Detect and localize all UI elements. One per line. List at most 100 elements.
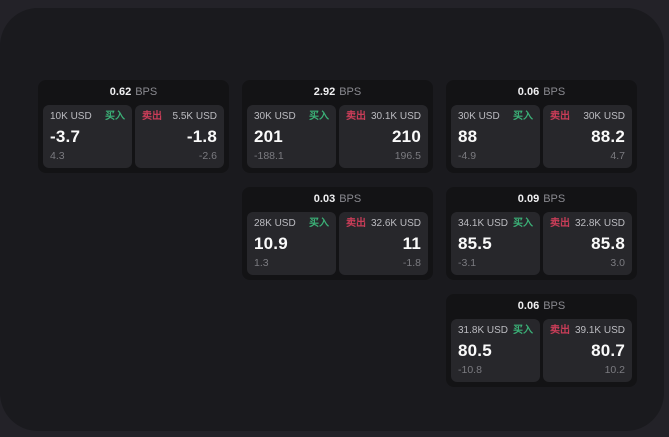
sell-quote-tile[interactable]: 卖出 32.6K USD 11 -1.8 <box>339 212 428 275</box>
quote-card: 2.92 BPS 30K USD 买入 201 -188.1 卖出 30.1K … <box>242 80 433 173</box>
sell-secondary-value: 3.0 <box>610 257 625 270</box>
spread-unit: BPS <box>543 300 566 312</box>
buy-side-label: 买入 <box>309 218 329 229</box>
buy-quote-tile[interactable]: 28K USD 买入 10.9 1.3 <box>247 212 336 275</box>
buy-quote-tile[interactable]: 34.1K USD 买入 85.5 -3.1 <box>451 212 540 275</box>
spread-value: 2.92 <box>313 86 336 98</box>
quote-tiles: 34.1K USD 买入 85.5 -3.1 卖出 32.8K USD 85.8… <box>451 212 632 275</box>
spread-header: 0.62 BPS <box>43 80 224 105</box>
sell-price: 88.2 <box>591 126 625 146</box>
sell-amount: 30.1K USD <box>370 111 421 122</box>
sell-price: 210 <box>392 126 421 146</box>
spread-header: 0.09 BPS <box>451 187 632 212</box>
sell-side-label: 卖出 <box>346 218 366 229</box>
sell-secondary-value: 4.7 <box>610 150 625 163</box>
buy-amount: 34.1K USD <box>458 218 509 229</box>
buy-secondary-value: 1.3 <box>254 257 269 270</box>
spread-unit: BPS <box>339 86 362 98</box>
buy-amount: 31.8K USD <box>458 325 509 336</box>
quote-tiles: 28K USD 买入 10.9 1.3 卖出 32.6K USD 11 -1.8 <box>247 212 428 275</box>
spread-value: 0.06 <box>517 300 540 312</box>
buy-side-label: 买入 <box>309 111 329 122</box>
spread-header: 2.92 BPS <box>247 80 428 105</box>
buy-tile-top: 34.1K USD 买入 <box>458 218 533 229</box>
spread-value: 0.03 <box>313 193 336 205</box>
sell-amount: 32.8K USD <box>574 218 625 229</box>
sell-secondary-value: 10.2 <box>604 364 625 377</box>
buy-side-label: 买入 <box>513 325 533 336</box>
buy-quote-tile[interactable]: 31.8K USD 买入 80.5 -10.8 <box>451 319 540 382</box>
sell-price: -1.8 <box>186 126 217 146</box>
buy-price: 88 <box>458 126 478 146</box>
sell-tile-top: 卖出 32.6K USD <box>346 218 421 229</box>
quote-tiles: 10K USD 买入 -3.7 4.3 卖出 5.5K USD -1.8 -2.… <box>43 105 224 168</box>
spread-unit: BPS <box>543 86 566 98</box>
buy-tile-top: 31.8K USD 买入 <box>458 325 533 336</box>
quote-tiles: 30K USD 买入 88 -4.9 卖出 30K USD 88.2 4.7 <box>451 105 632 168</box>
buy-amount: 28K USD <box>254 218 296 229</box>
sell-amount: 30K USD <box>583 111 625 122</box>
buy-quote-tile[interactable]: 30K USD 买入 201 -188.1 <box>247 105 336 168</box>
buy-amount: 10K USD <box>50 111 92 122</box>
sell-price: 85.8 <box>591 233 625 253</box>
buy-price: 201 <box>254 126 283 146</box>
quote-card: 0.09 BPS 34.1K USD 买入 85.5 -3.1 卖出 32.8K… <box>446 187 637 280</box>
sell-side-label: 卖出 <box>142 111 162 122</box>
sell-side-label: 卖出 <box>550 111 570 122</box>
spread-unit: BPS <box>339 193 362 205</box>
sell-secondary-value: 196.5 <box>394 150 421 163</box>
buy-price: -3.7 <box>50 126 81 146</box>
sell-tile-top: 卖出 30K USD <box>550 111 625 122</box>
sell-quote-tile[interactable]: 卖出 32.8K USD 85.8 3.0 <box>543 212 632 275</box>
buy-price: 85.5 <box>458 233 492 253</box>
sell-tile-top: 卖出 30.1K USD <box>346 111 421 122</box>
quote-card: 0.03 BPS 28K USD 买入 10.9 1.3 卖出 32.6K US… <box>242 187 433 280</box>
buy-tile-top: 10K USD 买入 <box>50 111 125 122</box>
buy-secondary-value: -10.8 <box>458 364 482 377</box>
sell-price: 80.7 <box>591 340 625 360</box>
quote-tiles: 31.8K USD 买入 80.5 -10.8 卖出 39.1K USD 80.… <box>451 319 632 382</box>
quote-cards-grid: 0.62 BPS 10K USD 买入 -3.7 4.3 卖出 5.5K USD <box>38 80 637 387</box>
spread-header: 0.03 BPS <box>247 187 428 212</box>
sell-tile-top: 卖出 5.5K USD <box>142 111 217 122</box>
spread-unit: BPS <box>135 86 158 98</box>
quote-card: 0.06 BPS 31.8K USD 买入 80.5 -10.8 卖出 39.1… <box>446 294 637 387</box>
spread-unit: BPS <box>543 193 566 205</box>
sell-quote-tile[interactable]: 卖出 39.1K USD 80.7 10.2 <box>543 319 632 382</box>
sell-side-label: 卖出 <box>346 111 366 122</box>
buy-tile-top: 28K USD 买入 <box>254 218 329 229</box>
app-window: 0.62 BPS 10K USD 买入 -3.7 4.3 卖出 5.5K USD <box>0 8 664 431</box>
spread-value: 0.06 <box>517 86 540 98</box>
buy-side-label: 买入 <box>513 111 533 122</box>
sell-side-label: 卖出 <box>550 325 570 336</box>
quote-tiles: 30K USD 买入 201 -188.1 卖出 30.1K USD 210 1… <box>247 105 428 168</box>
spread-value: 0.62 <box>109 86 132 98</box>
sell-secondary-value: -1.8 <box>402 257 421 270</box>
buy-amount: 30K USD <box>458 111 500 122</box>
sell-price: 11 <box>402 233 421 253</box>
buy-price: 80.5 <box>458 340 492 360</box>
sell-amount: 5.5K USD <box>172 111 217 122</box>
sell-side-label: 卖出 <box>550 218 570 229</box>
sell-tile-top: 卖出 39.1K USD <box>550 325 625 336</box>
sell-amount: 39.1K USD <box>574 325 625 336</box>
sell-quote-tile[interactable]: 卖出 30K USD 88.2 4.7 <box>543 105 632 168</box>
spread-header: 0.06 BPS <box>451 294 632 319</box>
buy-secondary-value: -4.9 <box>458 150 477 163</box>
sell-amount: 32.6K USD <box>370 218 421 229</box>
buy-tile-top: 30K USD 买入 <box>254 111 329 122</box>
sell-quote-tile[interactable]: 卖出 30.1K USD 210 196.5 <box>339 105 428 168</box>
spread-header: 0.06 BPS <box>451 80 632 105</box>
quote-card: 0.06 BPS 30K USD 买入 88 -4.9 卖出 30K USD <box>446 80 637 173</box>
buy-amount: 30K USD <box>254 111 296 122</box>
sell-tile-top: 卖出 32.8K USD <box>550 218 625 229</box>
quote-card: 0.62 BPS 10K USD 买入 -3.7 4.3 卖出 5.5K USD <box>38 80 229 173</box>
buy-side-label: 买入 <box>513 218 533 229</box>
spread-value: 0.09 <box>517 193 540 205</box>
buy-quote-tile[interactable]: 10K USD 买入 -3.7 4.3 <box>43 105 132 168</box>
sell-secondary-value: -2.6 <box>198 150 217 163</box>
buy-quote-tile[interactable]: 30K USD 买入 88 -4.9 <box>451 105 540 168</box>
buy-secondary-value: -188.1 <box>254 150 284 163</box>
buy-side-label: 买入 <box>105 111 125 122</box>
sell-quote-tile[interactable]: 卖出 5.5K USD -1.8 -2.6 <box>135 105 224 168</box>
